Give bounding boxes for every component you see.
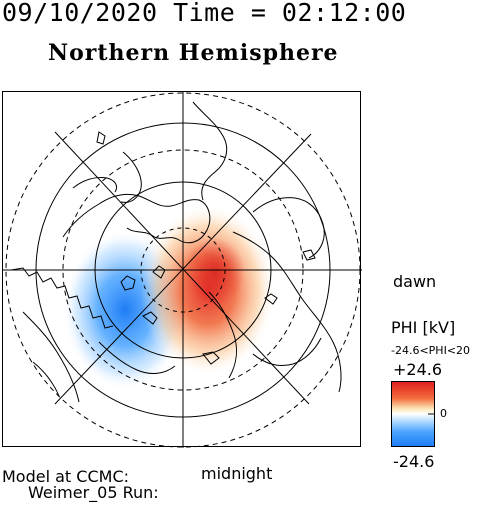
model-credit-line: Model at CCMC: <box>2 467 129 486</box>
run-credit-line: Weimer_05 Run: <box>28 483 159 502</box>
polar-potential-plot <box>2 91 362 448</box>
hemisphere-title: Northern Hemisphere <box>48 40 339 66</box>
colorbar-gradient <box>392 382 434 446</box>
colorbar-zero-label: 0 <box>440 407 447 420</box>
colorbar-min-label: -24.6 <box>393 452 435 471</box>
colorbar <box>391 381 435 447</box>
colorbar-max-label: +24.6 <box>393 360 443 379</box>
coastlines <box>10 101 342 403</box>
colorbar-range-label: -24.6<PHI<20 <box>391 344 471 357</box>
colorbar-quantity-label: PHI [kV] <box>391 318 456 337</box>
date-time-title: 09/10/2020 Time = 02:12:00 <box>2 0 407 27</box>
polar-plot-canvas <box>3 92 362 448</box>
midnight-label: midnight <box>201 464 273 483</box>
dawn-label: dawn <box>393 272 437 291</box>
